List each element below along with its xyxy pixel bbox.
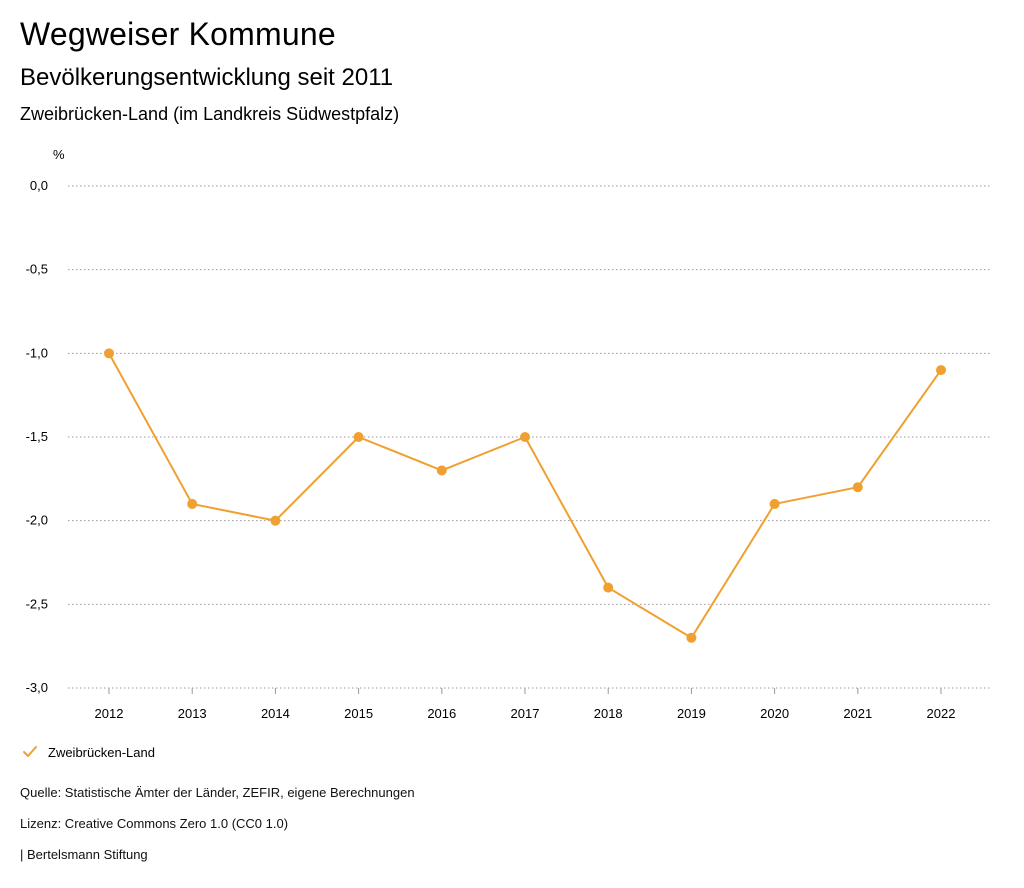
- license-note: Lizenz: Creative Commons Zero 1.0 (CC0 1…: [20, 816, 289, 831]
- y-tick-label: -1,0: [26, 345, 48, 360]
- y-tick-label: -0,5: [26, 262, 48, 277]
- y-tick-label: -1,5: [26, 429, 48, 444]
- data-point: [187, 498, 198, 509]
- x-tick-label: 2019: [677, 706, 706, 721]
- y-tick-label: -3,0: [26, 680, 48, 695]
- source-note: Quelle: Statistische Ämter der Länder, Z…: [20, 785, 415, 800]
- data-point: [852, 482, 863, 493]
- data-point: [769, 498, 780, 509]
- data-point: [104, 348, 114, 359]
- x-tick-label: 2013: [178, 706, 207, 721]
- data-point: [520, 432, 530, 442]
- x-tick-label: 2015: [344, 706, 373, 721]
- data-point: [436, 465, 447, 476]
- x-tick-label: 2018: [594, 706, 623, 721]
- page-title: Wegweiser Kommune: [20, 16, 336, 52]
- data-point: [353, 432, 364, 442]
- x-tick-label: 2021: [843, 706, 872, 721]
- data-point: [603, 582, 614, 593]
- x-tick-label: 2012: [95, 706, 124, 721]
- chart-subtitle: Bevölkerungsentwicklung seit 2011: [20, 64, 394, 91]
- y-axis-unit: %: [53, 147, 65, 162]
- x-tick-label: 2016: [427, 706, 456, 721]
- x-tick-label: 2014: [261, 706, 290, 721]
- line-chart: % 0,0 -0,5 -1,0 -1,5 -2,0 -2,5 -3,0 2012 2013 2014…: [26, 147, 990, 721]
- x-tick-label: 2022: [927, 706, 956, 721]
- data-point: [936, 365, 946, 376]
- legend-item[interactable]: Zweibrücken-Land: [22, 744, 155, 760]
- data-point: [686, 632, 697, 643]
- x-tick-label: 2017: [511, 706, 540, 721]
- data-point: [270, 515, 281, 526]
- legend-label: Zweibrücken-Land: [48, 744, 155, 760]
- publisher-note: | Bertelsmann Stiftung: [20, 847, 148, 862]
- y-tick-label: 0,0: [30, 178, 48, 193]
- region-name: Zweibrücken-Land (im Landkreis Südwestpf…: [20, 104, 400, 124]
- y-tick-label: -2,5: [26, 596, 48, 611]
- check-icon: [23, 746, 37, 757]
- x-tick-label: 2020: [760, 706, 789, 721]
- y-tick-label: -2,0: [26, 513, 48, 528]
- series-line: [108, 352, 942, 639]
